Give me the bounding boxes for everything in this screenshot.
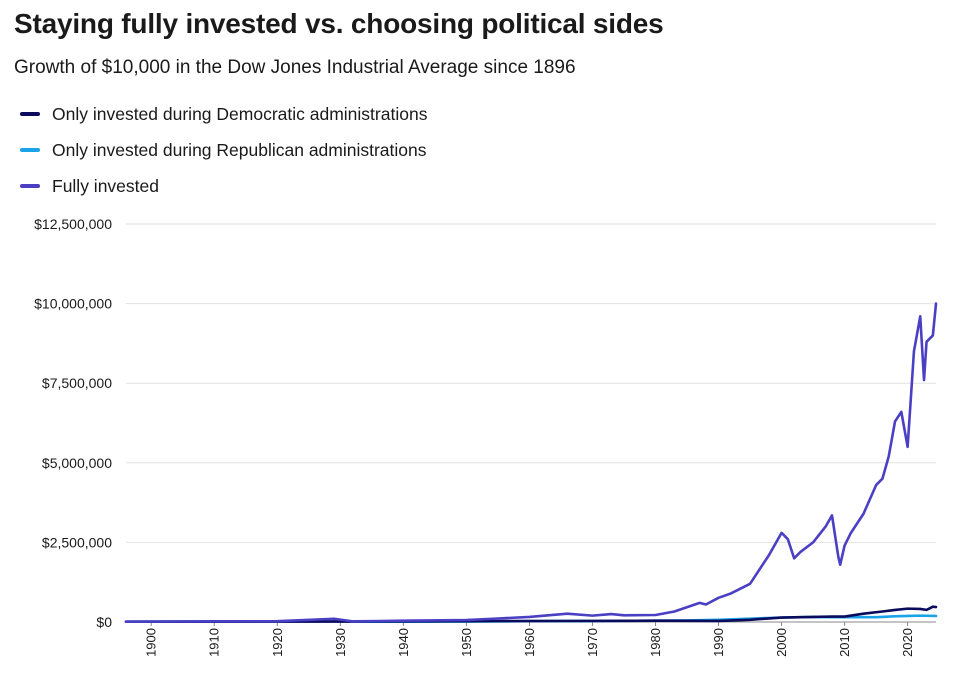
- legend-item-republican: Only invested during Republican administ…: [20, 132, 427, 168]
- legend-label-fully-invested: Fully invested: [52, 175, 159, 196]
- gridlines: [126, 223, 936, 623]
- y-tick-label: $0: [96, 614, 112, 630]
- y-tick-label: $2,500,000: [42, 534, 112, 550]
- chart-subtitle: Growth of $10,000 in the Dow Jones Indus…: [14, 57, 576, 78]
- x-tick-label: 1960: [522, 628, 537, 657]
- series-line-fully-invested: [124, 302, 938, 623]
- y-tick-label: $10,000,000: [34, 296, 112, 312]
- x-tick-label: 1950: [459, 628, 474, 657]
- y-tick-label: $5,000,000: [42, 455, 112, 471]
- y-tick-label: $7,500,000: [42, 375, 112, 391]
- legend-label-republican: Only invested during Republican administ…: [52, 139, 427, 160]
- x-axis-ticks: 1900 1910 1920 1930 1940 1950 1960 1970 1980 1990…: [144, 622, 915, 657]
- chart-title: Staying fully invested vs. choosing poli…: [14, 8, 664, 39]
- series-line-only-invested-during-democratic-administrations: [124, 605, 938, 623]
- x-tick-label: 2000: [774, 628, 789, 657]
- legend-swatch-democratic: [20, 112, 40, 116]
- x-tick-label: 1930: [333, 628, 348, 657]
- x-tick-label: 2010: [837, 628, 852, 657]
- legend-label-democratic: Only invested during Democratic administ…: [52, 103, 428, 124]
- x-tick-label: 2020: [900, 628, 915, 657]
- x-tick-label: 1940: [396, 628, 411, 657]
- legend-swatch-fully-invested: [20, 184, 40, 188]
- x-tick-label: 1910: [207, 628, 222, 657]
- legend: Only invested during Democratic administ…: [20, 96, 427, 204]
- x-tick-label: 1920: [270, 628, 285, 657]
- y-tick-label: $12,500,000: [34, 216, 112, 232]
- x-tick-label: 1970: [585, 628, 600, 657]
- x-tick-label: 1980: [648, 628, 663, 657]
- legend-item-democratic: Only invested during Democratic administ…: [20, 96, 427, 132]
- legend-swatch-republican: [20, 148, 40, 152]
- x-tick-label: 1990: [711, 628, 726, 657]
- y-axis-ticks: $0 $2,500,000 $5,000,000 $7,500,000 $10,000,…: [34, 216, 112, 630]
- series-lines: [124, 302, 938, 623]
- legend-item-fully-invested: Fully invested: [20, 168, 427, 204]
- x-tick-label: 1900: [144, 628, 159, 657]
